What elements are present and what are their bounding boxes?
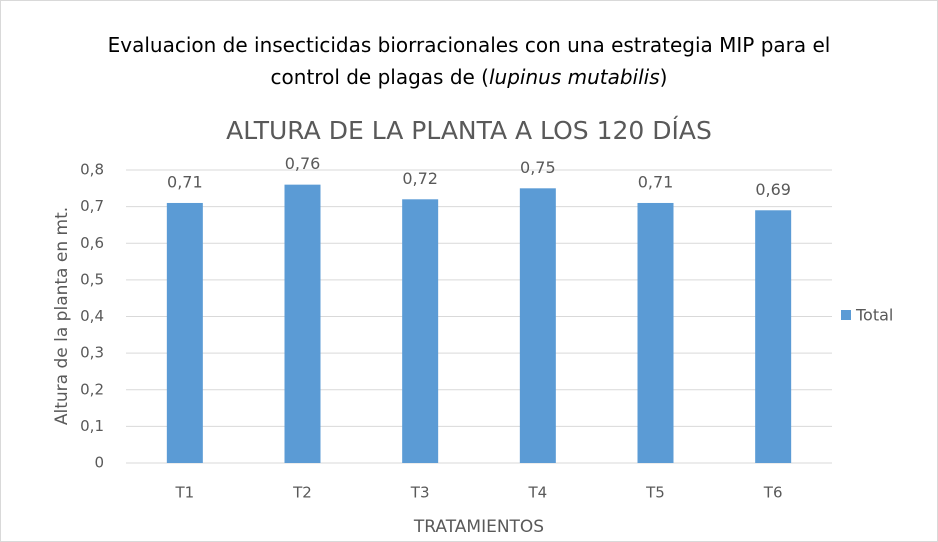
chart-title: control de plagas de (lupinus mutabilis) <box>271 65 668 89</box>
x-axis-label: TRATAMIENTOS <box>413 517 544 537</box>
title-italic: lupinus mutabilis <box>489 65 660 89</box>
bar <box>637 202 674 463</box>
legend-swatch <box>841 310 851 320</box>
value-label: 0,72 <box>402 169 438 188</box>
x-tick-label: T2 <box>292 484 312 502</box>
y-tick-label: 0,2 <box>80 380 104 398</box>
y-tick-label: 0,8 <box>80 161 104 179</box>
y-tick-label: 0,6 <box>80 234 104 252</box>
value-label: 0,69 <box>755 180 791 199</box>
y-axis-label: Altura de la planta en mt. <box>52 207 72 425</box>
y-tick-label: 0,7 <box>80 197 104 215</box>
bar <box>755 210 792 463</box>
chart-subtitle: ALTURA DE LA PLANTA A LOS 120 DÍAS <box>226 116 712 145</box>
x-tick-label: T6 <box>763 484 783 502</box>
y-tick-label: 0,4 <box>80 307 104 325</box>
value-label: 0,75 <box>520 158 556 177</box>
legend-label: Total <box>855 306 893 325</box>
y-tick-label: 0,1 <box>80 417 104 435</box>
bar <box>402 199 439 464</box>
value-label: 0,71 <box>167 172 203 191</box>
x-tick-label: T3 <box>410 484 430 502</box>
bar <box>166 202 203 463</box>
y-tick-label: 0,3 <box>80 344 104 362</box>
title-line: Evaluacion de insecticidas biorracionale… <box>108 33 831 57</box>
title-line: ) <box>660 65 668 89</box>
chart-title: Evaluacion de insecticidas biorracionale… <box>108 33 831 57</box>
x-tick-label: T5 <box>645 484 665 502</box>
value-label: 0,76 <box>285 154 321 173</box>
x-tick-label: T1 <box>174 484 194 502</box>
value-label: 0,71 <box>638 172 674 191</box>
x-tick-label: T4 <box>527 484 547 502</box>
bar <box>284 184 321 463</box>
y-tick-label: 0,5 <box>80 270 104 288</box>
title-line: control de plagas de ( <box>271 65 489 89</box>
y-tick-label: 0 <box>94 454 104 472</box>
bar <box>519 188 556 463</box>
